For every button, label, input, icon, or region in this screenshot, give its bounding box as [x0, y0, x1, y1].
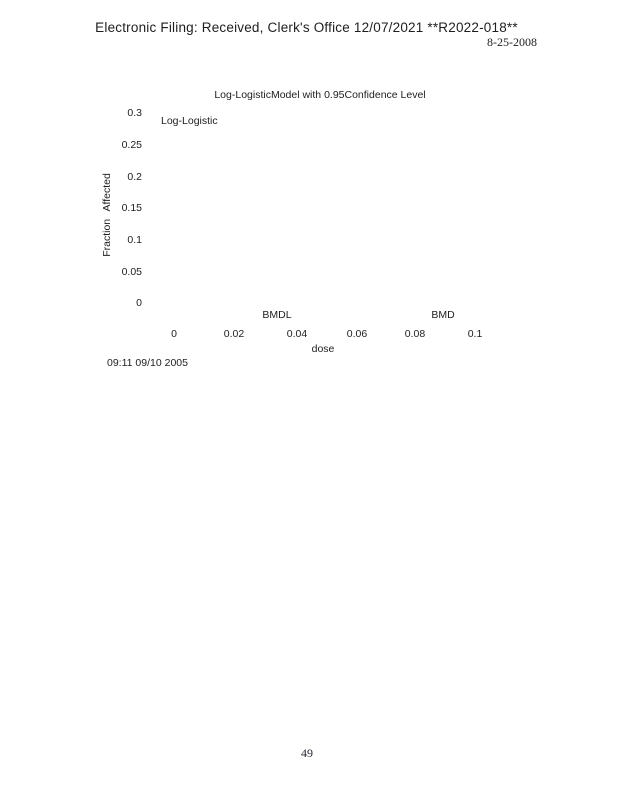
- y-tick-label-0.2: 0.2: [127, 171, 142, 183]
- chart-timestamp: 09:11 09/10 2005: [107, 357, 188, 369]
- y-tick-label-0.05: 0.05: [121, 266, 142, 278]
- chart-title: Log-LogisticModel with 0.95Confidence Le…: [214, 89, 426, 101]
- x-tick-label-0.06: 0.06: [346, 328, 368, 340]
- bmd-annotation-label: BMD: [431, 309, 455, 321]
- date-stamp: 8-25-2008: [487, 35, 537, 49]
- filing-header-text: Electronic Filing: Received, Clerk's Off…: [95, 20, 518, 35]
- x-tick-label-0.04: 0.04: [286, 328, 308, 340]
- bmds-dose-response-chart: Log-LogisticModel with 0.95Confidence Le…: [0, 0, 618, 380]
- bmdl-annotation-label: BMDL: [262, 309, 292, 321]
- y-tick-label-0.15: 0.15: [121, 202, 142, 214]
- x-tick-label-0.02: 0.02: [223, 328, 245, 340]
- x-tick-label-0: 0: [171, 328, 177, 340]
- y-tick-label-0.25: 0.25: [121, 139, 142, 151]
- y-tick-label-0.1: 0.1: [127, 234, 142, 246]
- y-tick-label-0: 0: [136, 297, 142, 309]
- x-tick-label-0.1: 0.1: [467, 328, 483, 340]
- x-tick-label-0.08: 0.08: [404, 328, 426, 340]
- x-axis-label: dose: [311, 343, 335, 355]
- legend-entry-log-logistic: Log-Logistic: [161, 115, 218, 127]
- y-tick-label-0.3: 0.3: [127, 107, 142, 119]
- page-number: 49: [301, 746, 313, 760]
